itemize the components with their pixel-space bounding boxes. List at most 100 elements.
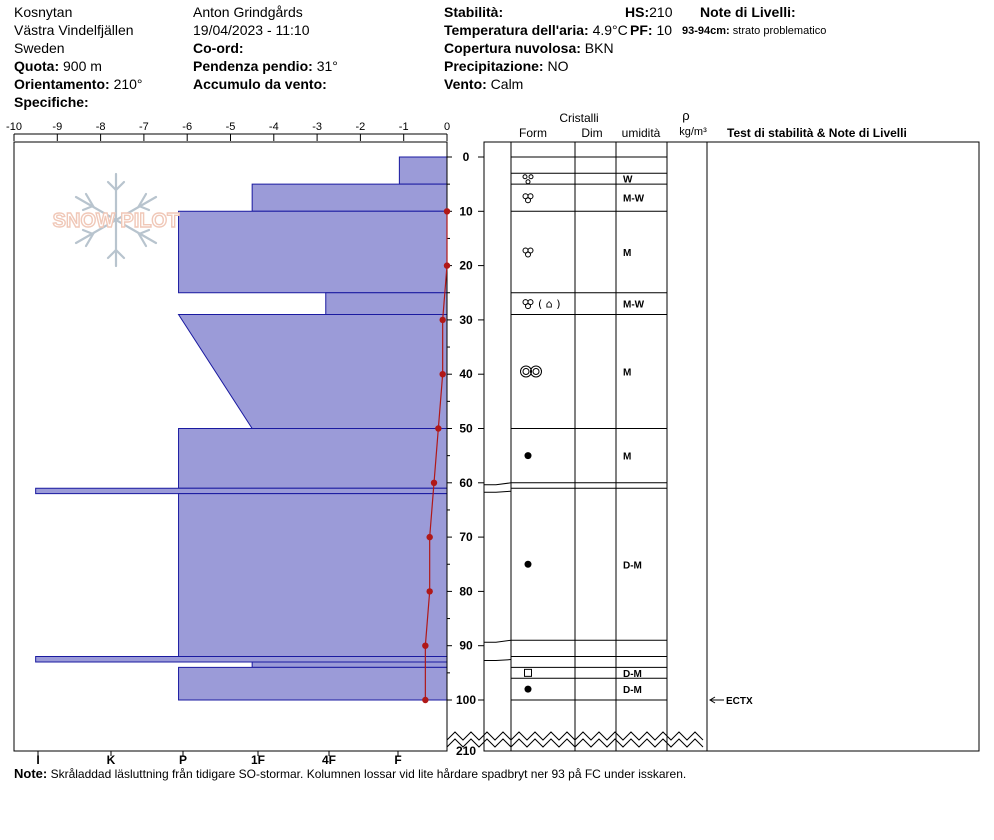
pf: PF: 10 <box>630 21 672 39</box>
form-icon-c-2 <box>525 197 531 204</box>
temp-tick-label--1: -1 <box>399 121 409 133</box>
slope: Pendenza pendio: 31° <box>193 57 338 75</box>
temp-point-70 <box>426 533 433 541</box>
elevation-value: 900 m <box>63 58 102 74</box>
zigzag-upper <box>446 731 704 741</box>
elevation-label: Quota: <box>14 58 60 74</box>
hardness-label-K: K <box>107 753 116 767</box>
hardness-layer-8 <box>35 656 448 663</box>
air-temp-value: 4.9°C <box>592 22 628 38</box>
temp-point-20 <box>443 262 451 269</box>
pf-label: PF: <box>630 22 653 38</box>
datetime: 19/04/2023 - 11:10 <box>193 22 310 38</box>
depth-tick-label-0: 0 <box>463 150 470 164</box>
hardness-layer-6 <box>35 487 448 495</box>
snowflake-icon <box>74 172 158 268</box>
layer-table: W M-W M ( ⌂ ) M-W M M D-M D-M D-M <box>484 156 667 701</box>
test-arrowhead-0 <box>709 696 716 704</box>
form-icon-c-3 <box>525 251 531 258</box>
form-icon-b-1 <box>528 174 534 180</box>
depth-tick-label-70: 70 <box>459 530 473 544</box>
aspect-label: Orientamento: <box>14 76 110 92</box>
depth-tick-label-80: 80 <box>459 584 473 598</box>
region: Västra Vindelfjällen <box>14 22 134 38</box>
observer: Anton Grindgårds <box>193 4 303 20</box>
col-tests-notes: Test di stabilità & Note di Livelli <box>727 126 907 140</box>
slope-label: Pendenza pendio: <box>193 58 313 74</box>
hardness-frame <box>13 141 448 752</box>
temp-tick-label--7: -7 <box>139 121 149 133</box>
hardness-layer-9 <box>251 661 448 668</box>
form-icon-c-5 <box>530 365 542 378</box>
snowpilot-logo: SNOW PILOT <box>52 172 180 268</box>
temp-point-50 <box>435 425 442 432</box>
form-faceted-icon-4: ( ⌂ ) <box>538 298 561 311</box>
depth-tick-label-50: 50 <box>459 422 473 436</box>
elevation: Quota: 900 m <box>14 57 102 75</box>
cloud-cover: Copertura nuvolosa: BKN <box>444 39 614 57</box>
precipitation: Precipitazione: NO <box>444 57 568 75</box>
aspect: Orientamento: 210° <box>14 75 143 93</box>
temp-tick-label--6: -6 <box>182 121 192 133</box>
hardness-layer-0 <box>398 156 448 185</box>
temp-tick-label--3: -3 <box>312 121 322 133</box>
layer-connector-bottom-0 <box>484 490 512 493</box>
specifics-label: Specifiche: <box>14 94 89 110</box>
air-temp: Temperatura dell'aria: 4.9°C <box>444 21 628 39</box>
layer-connector-top-1 <box>484 639 512 643</box>
layer-connector-bottom-1 <box>484 659 512 662</box>
cloud-value: BKN <box>584 40 614 56</box>
temp-point-60 <box>430 479 438 486</box>
temp-point-10 <box>443 208 451 215</box>
temperature-line <box>424 211 448 700</box>
hs-value: 210 <box>649 4 673 20</box>
col-humidity: umidità <box>622 126 661 140</box>
temp-tick-label--9: -9 <box>52 121 62 133</box>
hardness-label-F: F <box>394 753 401 767</box>
col-rho: ρ <box>682 108 689 123</box>
layer-note-range: 93-94cm: <box>682 25 730 37</box>
temp-tick-label--4: -4 <box>269 121 279 133</box>
hardness-layer-1 <box>251 183 448 212</box>
temp-tick-label--2: -2 <box>356 121 366 133</box>
depth-tick-label-30: 30 <box>459 313 473 327</box>
col-form: Form <box>519 126 547 140</box>
hardness-axis: I K P 1F 4F F <box>36 751 402 767</box>
depth-tick-label-100: 100 <box>456 693 476 707</box>
temp-point-30 <box>439 316 446 324</box>
zigzag-lower <box>446 738 704 748</box>
form-icon-12 <box>524 685 532 693</box>
chart-frames <box>13 141 980 752</box>
layer-frame <box>483 141 980 752</box>
hardness-layer-2 <box>178 210 448 294</box>
humidity-8: D-M <box>623 560 642 571</box>
temperature-profile <box>422 208 451 704</box>
stability-label: Stabilità: <box>444 4 504 20</box>
col-crystals: Cristalli <box>559 111 598 125</box>
depth-tick-label-40: 40 <box>459 367 473 381</box>
form-icon-6 <box>524 452 532 460</box>
form-icon-1 <box>522 174 528 180</box>
form-icon-b-5 <box>522 367 530 375</box>
temp-point-90 <box>422 642 429 649</box>
layer-note: 93-94cm: strato problematico <box>682 22 826 40</box>
hardness-label-P: P <box>179 753 187 767</box>
hardness-layer-7 <box>178 493 448 658</box>
hs: HS:210 <box>625 3 672 21</box>
note-label: Note: <box>14 766 48 781</box>
wind: Vento: Calm <box>444 75 523 93</box>
hardness-profile <box>35 156 448 701</box>
hardness-layer-4 <box>177 313 448 429</box>
depth-tick-label-90: 90 <box>459 639 473 653</box>
temperature-axis: -10 -9 -8 -7 -6 -5 -4 -3 -2 -1 0 <box>6 121 450 141</box>
humidity-5: M <box>623 367 631 378</box>
humidity-6: M <box>623 452 631 463</box>
humidity-3: M <box>623 248 631 259</box>
hardness-label-1F: 1F <box>251 753 265 767</box>
hardness-layer-3 <box>325 292 448 315</box>
pf-value: 10 <box>656 22 673 38</box>
profile-note: Note: Skråladdad läsluttning från tidiga… <box>14 766 686 781</box>
humidity-11: D-M <box>623 669 642 680</box>
humidity-1: W <box>623 175 633 186</box>
